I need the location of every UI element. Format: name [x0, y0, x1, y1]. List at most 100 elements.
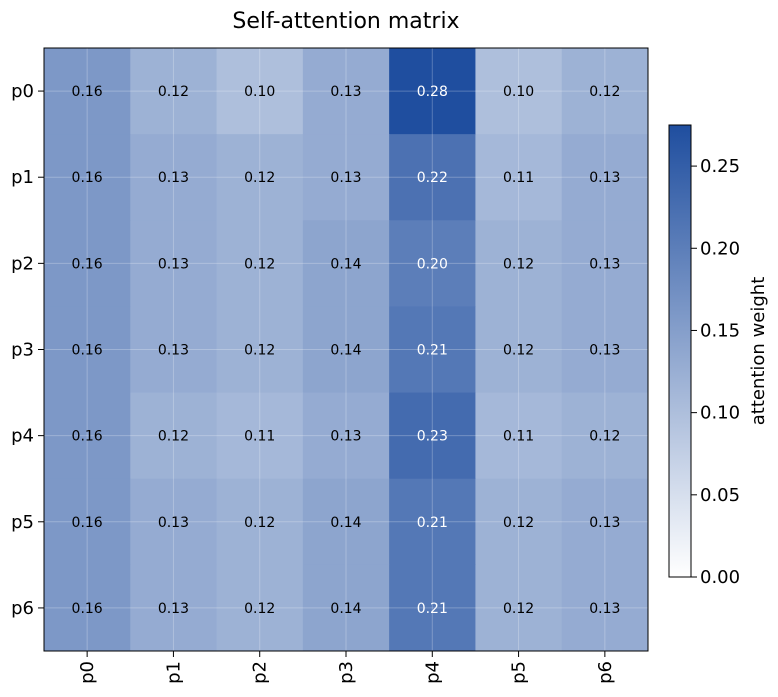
- heatmap-cell: [216, 392, 304, 480]
- cell-value-label: 0.11: [244, 429, 275, 445]
- colorbar: [668, 124, 692, 578]
- x-tick-label: p5: [509, 661, 530, 684]
- cell-value-label: 0.16: [72, 170, 103, 186]
- heatmap-cell: [302, 306, 390, 394]
- heatmap-cell: [561, 392, 649, 480]
- heatmap-cell: [475, 478, 563, 566]
- heatmap-cell: [44, 306, 131, 394]
- cell-value-label: 0.13: [158, 343, 189, 359]
- cell-value-label: 0.13: [589, 601, 620, 617]
- heatmap-cell: [130, 220, 218, 307]
- heatmap-cell: [389, 478, 476, 566]
- y-tick-label: p1: [11, 167, 34, 188]
- heatmap-cell: [561, 306, 649, 394]
- cell-value-label: 0.20: [417, 256, 448, 272]
- cell-value-label: 0.16: [72, 515, 103, 531]
- heatmap-cell: [302, 134, 390, 221]
- cell-value-label: 0.11: [503, 170, 534, 186]
- colorbar-tick-label: 0.10: [700, 403, 740, 424]
- heatmap-cell: [475, 564, 563, 652]
- heatmap-cell: [389, 564, 476, 652]
- cell-value-label: 0.12: [244, 256, 275, 272]
- y-tick-label: p0: [11, 81, 34, 102]
- heatmap-cell: [130, 564, 218, 652]
- heatmap-cell: [44, 134, 131, 221]
- cell-value-label: 0.10: [503, 84, 534, 100]
- cell-value-label: 0.12: [589, 429, 620, 445]
- heatmap-cell: [475, 392, 563, 480]
- heatmap-cell: [475, 306, 563, 394]
- x-tick-label: p6: [595, 661, 616, 684]
- heatmap-cell: [44, 564, 131, 652]
- cell-value-label: 0.13: [158, 515, 189, 531]
- cell-value-label: 0.13: [589, 256, 620, 272]
- heatmap-cell: [44, 478, 131, 566]
- cell-value-label: 0.11: [503, 429, 534, 445]
- cell-value-label: 0.12: [244, 343, 275, 359]
- cell-value-label: 0.13: [158, 601, 189, 617]
- cell-value-label: 0.23: [417, 429, 448, 445]
- colorbar-tick-label: 0.20: [700, 238, 740, 259]
- heatmap-cell: [130, 392, 218, 480]
- cell-value-label: 0.14: [330, 515, 361, 531]
- cell-value-label: 0.21: [417, 601, 448, 617]
- cell-value-label: 0.16: [72, 256, 103, 272]
- heatmap-cell: [302, 564, 390, 652]
- heatmap-cell: [389, 306, 476, 394]
- heatmap-cell: [44, 392, 131, 480]
- cell-value-label: 0.13: [330, 170, 361, 186]
- heatmap-cell: [561, 220, 649, 307]
- cell-value-label: 0.16: [72, 84, 103, 100]
- cell-value-label: 0.14: [330, 256, 361, 272]
- cell-value-label: 0.12: [158, 84, 189, 100]
- cell-value-label: 0.12: [244, 601, 275, 617]
- heatmap-cell: [389, 220, 476, 307]
- heatmap-cell: [561, 478, 649, 566]
- cell-value-label: 0.13: [330, 84, 361, 100]
- heatmap-cell: [216, 134, 304, 221]
- cell-value-label: 0.13: [330, 429, 361, 445]
- y-tick-label: p3: [11, 340, 34, 361]
- cell-value-label: 0.12: [244, 515, 275, 531]
- cell-value-label: 0.13: [589, 515, 620, 531]
- cell-value-label: 0.16: [72, 429, 103, 445]
- heatmap-cell: [389, 134, 476, 221]
- heatmap-cell: [302, 392, 390, 480]
- heatmap-cell: [389, 392, 476, 480]
- cell-value-label: 0.13: [589, 170, 620, 186]
- x-tick-label: p0: [77, 661, 98, 684]
- x-axis: p0 p1 p2 p3 p4 p5 p6: [77, 651, 616, 684]
- heatmap-cell: [302, 48, 390, 135]
- heatmap-cells: [44, 48, 649, 652]
- y-tick-label: p5: [11, 512, 34, 533]
- cell-value-label: 0.13: [158, 170, 189, 186]
- heatmap-grid: [44, 48, 648, 651]
- cell-value-label: 0.22: [417, 170, 448, 186]
- cell-value-label: 0.13: [589, 343, 620, 359]
- y-axis: p0 p1 p2 p3 p4 p5 p6: [11, 81, 44, 619]
- cell-value-label: 0.21: [417, 515, 448, 531]
- heatmap-cell: [130, 306, 218, 394]
- heatmap-cell: [475, 134, 563, 221]
- x-tick-label: p3: [336, 661, 357, 684]
- heatmap-cell: [302, 478, 390, 566]
- colorbar-label: attention weight: [748, 277, 769, 426]
- y-tick-label: p6: [11, 598, 34, 619]
- cell-value-label: 0.12: [589, 84, 620, 100]
- cell-value-label: 0.14: [330, 601, 361, 617]
- colorbar-tick-label: 0.25: [700, 156, 740, 177]
- heatmap-cell: [475, 48, 563, 135]
- cell-value-label: 0.12: [503, 256, 534, 272]
- colorbar-tick-label: 0.05: [700, 485, 740, 506]
- colorbar-axis: 0.00 0.05 0.10 0.15 0.20 0.25: [691, 156, 740, 588]
- cell-value-label: 0.16: [72, 343, 103, 359]
- heatmap-cell: [561, 134, 649, 221]
- heatmap-cell: [130, 48, 218, 135]
- x-tick-label: p1: [163, 661, 184, 684]
- cell-value-label: 0.12: [158, 429, 189, 445]
- heatmap-cell: [216, 306, 304, 394]
- chart-title: Self-attention matrix: [232, 9, 459, 34]
- cell-value-label: 0.10: [244, 84, 275, 100]
- heatmap-cell: [44, 220, 131, 307]
